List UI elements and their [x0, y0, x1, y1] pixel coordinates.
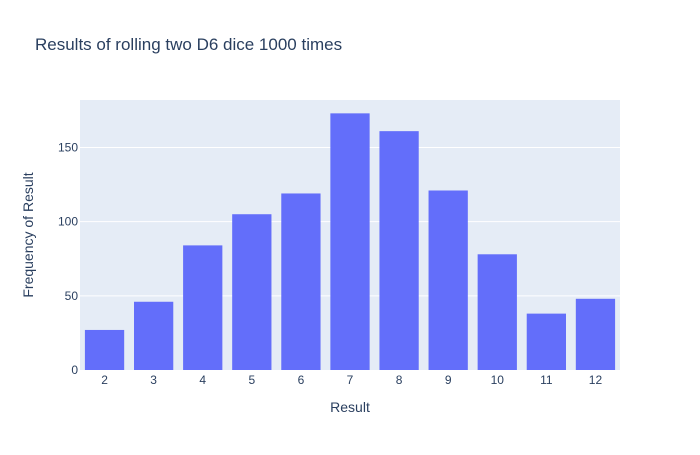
x-axis-ticks: 2 3 4 5 6 7 8 9 10 11 12: [101, 373, 602, 387]
x-axis-title: Result: [330, 399, 370, 415]
y-axis-ticks: 0 50 100 150: [58, 140, 78, 377]
bar-2[interactable]: [84, 329, 125, 370]
bars: [84, 113, 616, 370]
bar-10[interactable]: [477, 254, 517, 370]
bar-7[interactable]: [330, 113, 370, 370]
y-tick-label: 50: [65, 289, 79, 303]
bar-8[interactable]: [379, 131, 419, 370]
bar-5[interactable]: [232, 214, 272, 370]
bar-6[interactable]: [281, 193, 321, 370]
x-tick-label: 5: [248, 373, 255, 387]
bar-3[interactable]: [134, 301, 174, 370]
x-tick-label: 10: [491, 373, 505, 387]
x-tick-label: 2: [101, 373, 108, 387]
y-tick-label: 0: [71, 363, 78, 377]
bar-11[interactable]: [526, 313, 566, 370]
x-tick-label: 4: [199, 373, 206, 387]
bar-12[interactable]: [575, 298, 616, 370]
x-tick-label: 6: [298, 373, 305, 387]
bar-4[interactable]: [183, 245, 223, 370]
x-tick-label: 3: [150, 373, 157, 387]
x-tick-label: 8: [396, 373, 403, 387]
x-tick-label: 7: [347, 373, 354, 387]
x-tick-label: 9: [445, 373, 452, 387]
x-tick-label: 12: [589, 373, 603, 387]
bar-9[interactable]: [428, 190, 468, 370]
y-tick-label: 100: [58, 215, 78, 229]
y-axis-title: Frequency of Result: [20, 172, 36, 297]
y-tick-label: 150: [58, 140, 78, 154]
x-tick-label: 11: [540, 373, 553, 387]
chart-title: Results of rolling two D6 dice 1000 time…: [35, 35, 342, 54]
